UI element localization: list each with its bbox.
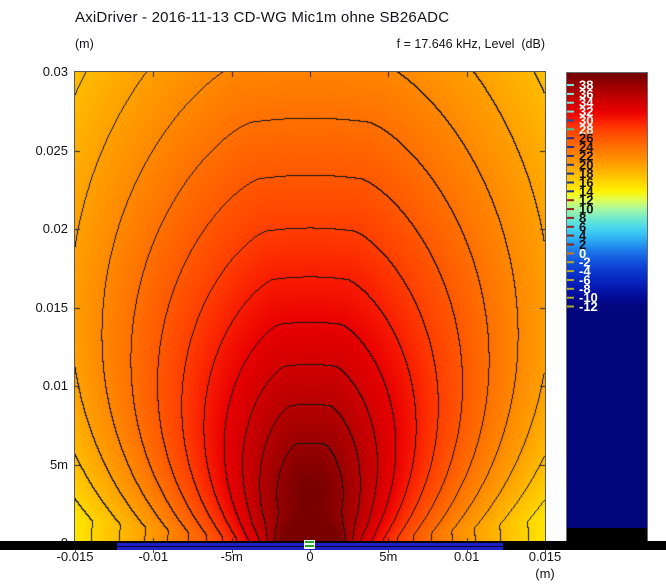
colorbar-label: 4	[579, 228, 587, 243]
colorbar-label: 34	[579, 95, 594, 110]
y-tick-label: 0.015	[35, 299, 68, 315]
x-tick-label: 0.015	[528, 549, 562, 564]
x-tick-label: 0	[306, 549, 314, 564]
y-tick-label: 0.03	[42, 64, 68, 79]
colorbar-label: -10	[579, 290, 598, 305]
colorbar-label: -8	[579, 281, 591, 296]
colorbar-label: -2	[579, 255, 591, 270]
colorbar-label: 16	[579, 175, 593, 190]
y-tick-label: 0.01	[42, 378, 68, 393]
colorbar-label: 12	[579, 193, 593, 208]
x-tick-stub	[153, 550, 154, 553]
colorbar-label: 20	[579, 157, 593, 172]
x-tick-label: 5m	[379, 549, 398, 564]
colorbar-label: -12	[579, 299, 598, 314]
y-unit-label: (m)	[75, 37, 94, 51]
x-tick-stub	[388, 550, 389, 553]
colorbar-label: 26	[579, 131, 593, 146]
x-tick-label: -5m	[220, 549, 243, 564]
colorbar-label: 8	[579, 210, 586, 225]
colorbar-undercolor	[566, 528, 648, 542]
colorbar: 38363432302826242220181614121086420-2-4-…	[566, 72, 648, 542]
x-tick-label: 0.01	[454, 549, 480, 564]
colorbar-label: 0	[579, 246, 586, 261]
colorbar-gradient	[566, 72, 648, 528]
colorbar-label: 2	[579, 237, 586, 252]
colorbar-label: 32	[579, 104, 593, 119]
freq-level-label: f = 17.646 kHz, Level (dB)	[396, 37, 545, 51]
colorbar-label: -6	[579, 273, 591, 288]
x-tick-label: -0.015	[56, 549, 94, 564]
colorbar-label: -4	[579, 264, 591, 279]
colorbar-label: 24	[579, 140, 594, 155]
source-marker	[304, 540, 315, 549]
y-tick-label: 0.025	[35, 142, 68, 158]
x-tick-stub	[232, 550, 233, 553]
y-tick-label: 0.02	[42, 221, 68, 236]
x-unit-label: (m)	[535, 566, 555, 581]
x-tick-label: -0.01	[138, 549, 169, 564]
colorbar-label: 18	[579, 166, 593, 181]
colorbar-label: 10	[579, 202, 593, 217]
x-tick-stub	[545, 550, 546, 553]
page-title: AxiDriver - 2016-11-13 CD-WG Mic1m ohne …	[75, 9, 450, 26]
colorbar-label: 28	[579, 122, 593, 137]
contour-plot-canvas	[74, 71, 546, 544]
x-tick-stub	[310, 550, 311, 553]
colorbar-label: 6	[579, 219, 586, 234]
x-tick-stub	[467, 550, 468, 553]
colorbar-label: 38	[579, 78, 593, 93]
colorbar-label: 14	[579, 184, 594, 199]
colorbar-label: 22	[579, 148, 593, 163]
colorbar-label: 30	[579, 113, 593, 128]
y-tick-label: 5m	[49, 456, 68, 472]
x-tick-stub	[75, 550, 76, 553]
colorbar-label: 36	[579, 86, 593, 101]
